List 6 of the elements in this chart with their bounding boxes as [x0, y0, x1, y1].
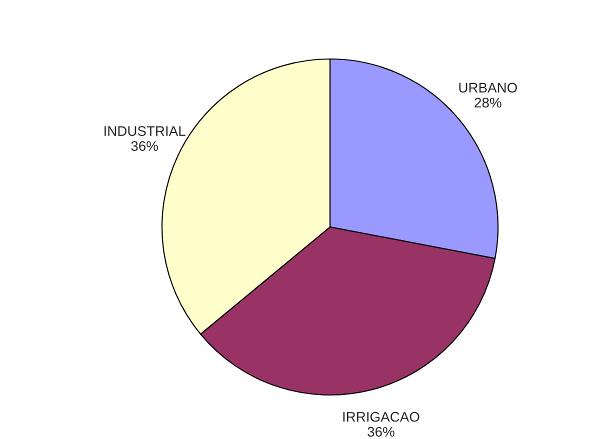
data-label: 36% — [368, 426, 394, 437]
slice-label: INDUSTRIAL — [104, 126, 186, 136]
slice-label: URBANO — [459, 82, 517, 93]
data-label: 36% — [131, 141, 158, 151]
data-label: 28% — [474, 98, 502, 108]
slice-label: IRRIGACAO — [343, 412, 420, 422]
